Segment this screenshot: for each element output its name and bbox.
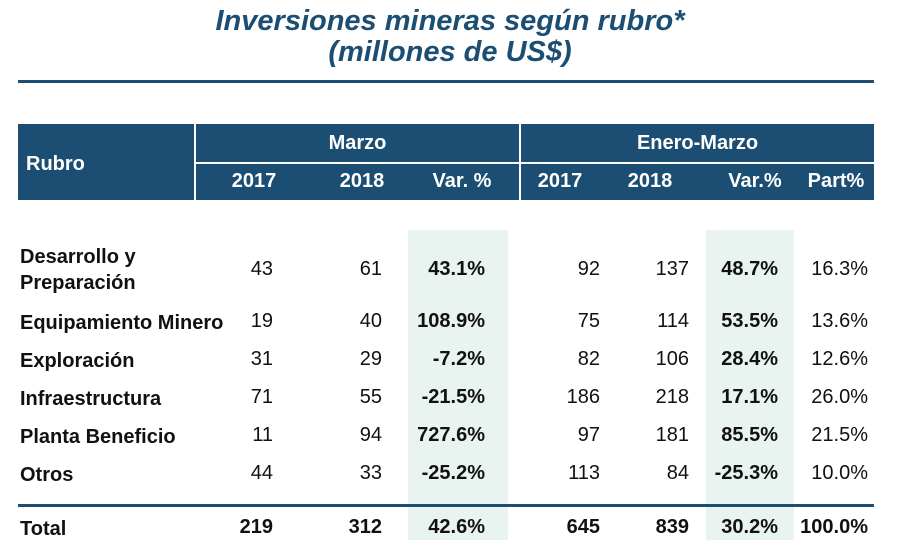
cell-enero-2018: 84 [666, 462, 689, 484]
cell-enero-2017: 75 [577, 310, 600, 332]
row-label: Otros [20, 464, 74, 486]
cell-enero-var: 85.5% [721, 424, 778, 446]
cell-enero-var: 53.5% [721, 310, 778, 332]
header-rubro: Rubro [26, 153, 85, 175]
total-marzo-2018: 312 [348, 516, 382, 538]
cell-marzo-2018: 40 [359, 310, 382, 332]
total-marzo-var: 42.6% [428, 516, 485, 538]
cell-marzo-2018: 61 [359, 258, 382, 280]
header-divider-1 [194, 124, 196, 200]
cell-enero-2017: 92 [577, 258, 600, 280]
row-label: Desarrollo y Preparación [20, 244, 136, 296]
row-label-line-2: Preparación [20, 272, 136, 294]
cell-enero-2018: 218 [655, 386, 689, 408]
cell-part: 26.0% [811, 386, 868, 408]
header-subdivider-enero [521, 162, 874, 164]
cell-part: 16.3% [811, 258, 868, 280]
cell-marzo-2017: 44 [250, 462, 273, 484]
header-marzo-var: Var. % [432, 170, 492, 192]
header-enero-var: Var.% [728, 170, 782, 192]
header-enero-marzo: Enero-Marzo [636, 132, 759, 154]
cell-enero-2018: 106 [655, 348, 689, 370]
cell-marzo-var: -25.2% [421, 462, 485, 484]
header-marzo: Marzo [328, 132, 387, 154]
cell-enero-2017: 82 [577, 348, 600, 370]
row-label-line-1: Desarrollo y [20, 246, 136, 268]
page-title: Inversiones mineras según rubro* (millon… [0, 6, 900, 68]
cell-enero-2017: 97 [577, 424, 600, 446]
row-label: Equipamiento Minero [20, 312, 224, 334]
header-enero-2018: 2018 [627, 170, 673, 192]
cell-marzo-var: -21.5% [421, 386, 485, 408]
cell-marzo-var: -7.2% [432, 348, 485, 370]
cell-enero-var: -25.3% [714, 462, 778, 484]
header-subdivider-marzo [196, 162, 519, 164]
total-enero-2017: 645 [566, 516, 600, 538]
cell-marzo-var: 727.6% [417, 424, 485, 446]
cell-marzo-2017: 71 [250, 386, 273, 408]
total-enero-2018: 839 [655, 516, 689, 538]
total-enero-var: 30.2% [721, 516, 778, 538]
marzo-var-column-shade [408, 230, 508, 540]
cell-marzo-2018: 33 [359, 462, 382, 484]
total-part: 100.0% [800, 516, 868, 538]
cell-part: 12.6% [811, 348, 868, 370]
header-enero-2017: 2017 [537, 170, 583, 192]
title-line-1: Inversiones mineras según rubro* [215, 5, 685, 37]
cell-marzo-2018: 29 [359, 348, 382, 370]
cell-part: 13.6% [811, 310, 868, 332]
cell-marzo-2017: 43 [250, 258, 273, 280]
cell-enero-2017: 113 [568, 462, 600, 484]
cell-marzo-2017: 31 [250, 348, 273, 370]
row-label: Exploración [20, 350, 135, 372]
header-part: Part% [807, 170, 865, 192]
cell-enero-var: 48.7% [721, 258, 778, 280]
cell-marzo-2018: 94 [359, 424, 382, 446]
enero-var-column-shade [706, 230, 794, 540]
cell-enero-var: 28.4% [721, 348, 778, 370]
header-marzo-2017: 2017 [231, 170, 277, 192]
header-marzo-2018: 2018 [339, 170, 385, 192]
title-divider [18, 80, 874, 83]
row-label: Infraestructura [20, 388, 162, 410]
title-line-2: (millones de US$) [328, 36, 572, 68]
cell-enero-var: 17.1% [721, 386, 778, 408]
table-header: Rubro Marzo Enero-Marzo 2017 2018 Var. %… [18, 124, 874, 200]
cell-marzo-var: 108.9% [417, 310, 485, 332]
row-label: Planta Beneficio [20, 426, 176, 448]
cell-marzo-2017: 11 [252, 424, 273, 446]
total-label: Total [20, 518, 67, 540]
total-divider [18, 504, 874, 507]
cell-enero-2018: 114 [657, 310, 689, 332]
cell-marzo-var: 43.1% [428, 258, 485, 280]
header-divider-2 [519, 124, 521, 200]
total-marzo-2017: 219 [239, 516, 273, 538]
cell-enero-2018: 137 [655, 258, 689, 280]
cell-enero-2018: 181 [655, 424, 689, 446]
cell-part: 10.0% [811, 462, 868, 484]
cell-marzo-2017: 19 [250, 310, 273, 332]
cell-marzo-2018: 55 [359, 386, 382, 408]
cell-enero-2017: 186 [566, 386, 600, 408]
cell-part: 21.5% [811, 424, 868, 446]
